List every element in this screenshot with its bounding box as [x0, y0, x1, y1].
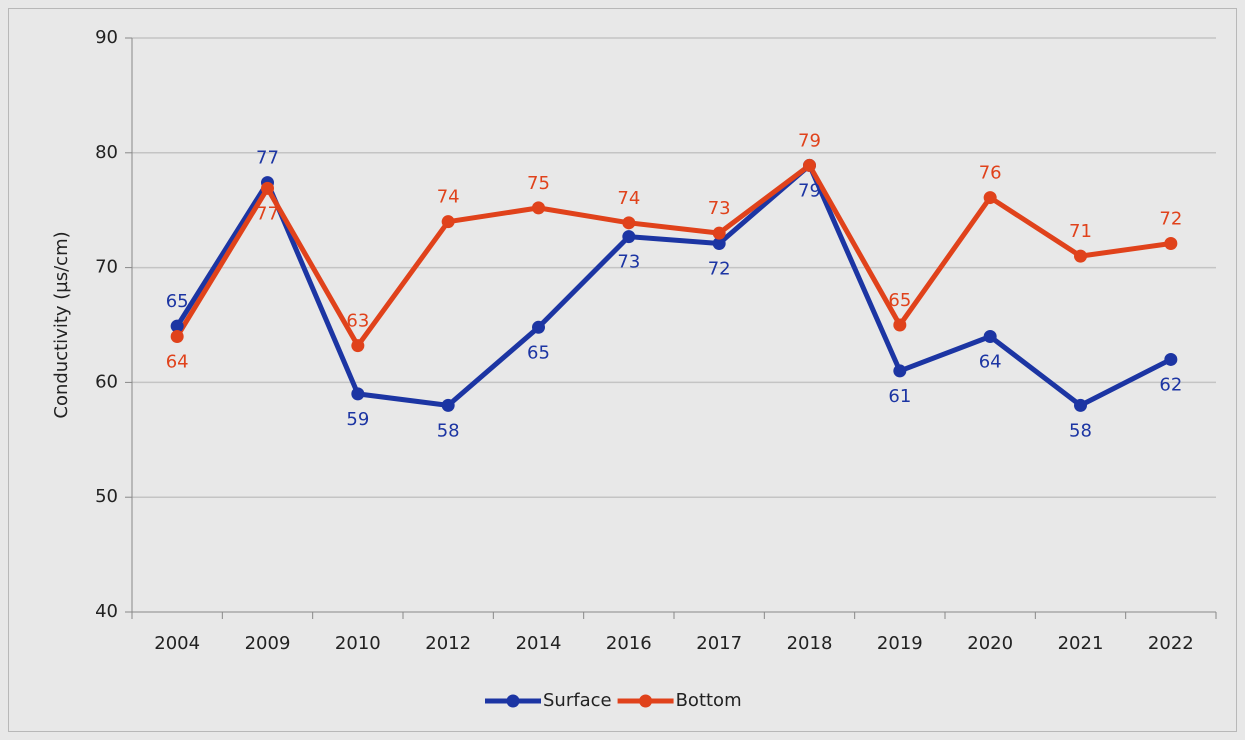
x-tick-label: 2016	[606, 633, 652, 654]
data-label: 61	[888, 386, 911, 407]
y-tick-label: 40	[95, 601, 118, 622]
y-tick-label: 80	[95, 142, 118, 163]
data-point	[622, 230, 636, 244]
x-tick-label: 2022	[1148, 633, 1194, 654]
data-label: 73	[617, 252, 640, 273]
data-point	[532, 320, 545, 334]
data-point	[170, 329, 184, 343]
data-label: 74	[437, 187, 460, 208]
x-tick-label: 2009	[245, 633, 291, 654]
data-label: 72	[708, 258, 731, 279]
data-label: 63	[346, 311, 369, 332]
data-point	[983, 191, 997, 205]
data-point	[351, 387, 365, 401]
x-tick-label: 2014	[516, 633, 562, 654]
x-tick-label: 2004	[154, 633, 200, 654]
data-point	[893, 364, 907, 378]
data-label: 76	[979, 163, 1002, 184]
data-point	[441, 398, 455, 412]
data-point	[712, 236, 726, 250]
data-label: 65	[888, 290, 911, 311]
y-tick-label: 60	[95, 371, 118, 392]
data-label: 59	[346, 409, 369, 430]
data-label: 79	[798, 130, 821, 151]
legend-label: Surface	[543, 690, 612, 711]
data-label: 62	[1159, 374, 1182, 395]
data-point	[441, 215, 455, 229]
x-tick-label: 2019	[877, 633, 923, 654]
y-axis-label: Conductivity (µs/cm)	[51, 231, 72, 418]
data-label: 71	[1069, 221, 1092, 242]
data-point	[170, 319, 184, 333]
y-tick-label: 50	[95, 486, 118, 507]
data-label: 79	[798, 180, 821, 201]
data-point	[983, 329, 997, 343]
data-label: 64	[166, 351, 189, 372]
data-label: 72	[1159, 208, 1182, 229]
data-label: 77	[256, 148, 279, 169]
data-point	[1164, 352, 1178, 366]
series-line	[175, 162, 1172, 408]
series-line	[175, 162, 1172, 349]
data-point	[803, 158, 816, 172]
x-tick-label: 2010	[335, 633, 381, 654]
legend-marker	[506, 694, 520, 708]
x-tick-label: 2018	[787, 633, 833, 654]
data-label: 77	[256, 203, 279, 224]
data-label: 64	[979, 351, 1002, 372]
data-label: 65	[166, 291, 189, 312]
y-tick-label: 70	[95, 257, 118, 278]
data-label: 74	[617, 188, 640, 209]
data-point	[893, 318, 907, 332]
data-point	[712, 226, 726, 240]
x-tick-label: 2020	[967, 633, 1013, 654]
legend-label: Bottom	[676, 690, 742, 711]
data-label: 73	[708, 198, 731, 219]
data-label: 58	[437, 420, 460, 441]
data-point	[532, 201, 545, 215]
chart-border	[8, 8, 1237, 732]
data-point	[1074, 398, 1087, 412]
data-label: 75	[527, 173, 550, 194]
x-tick-label: 2017	[696, 633, 742, 654]
data-point	[351, 339, 365, 353]
y-tick-label: 90	[95, 27, 118, 48]
data-point	[1074, 249, 1087, 263]
data-point	[261, 181, 274, 195]
legend-marker	[639, 694, 653, 708]
data-label: 65	[527, 342, 550, 363]
x-tick-label: 2012	[425, 633, 471, 654]
x-tick-label: 2021	[1058, 633, 1104, 654]
data-point	[622, 216, 636, 230]
data-point	[1164, 236, 1178, 250]
data-label: 58	[1069, 420, 1092, 441]
